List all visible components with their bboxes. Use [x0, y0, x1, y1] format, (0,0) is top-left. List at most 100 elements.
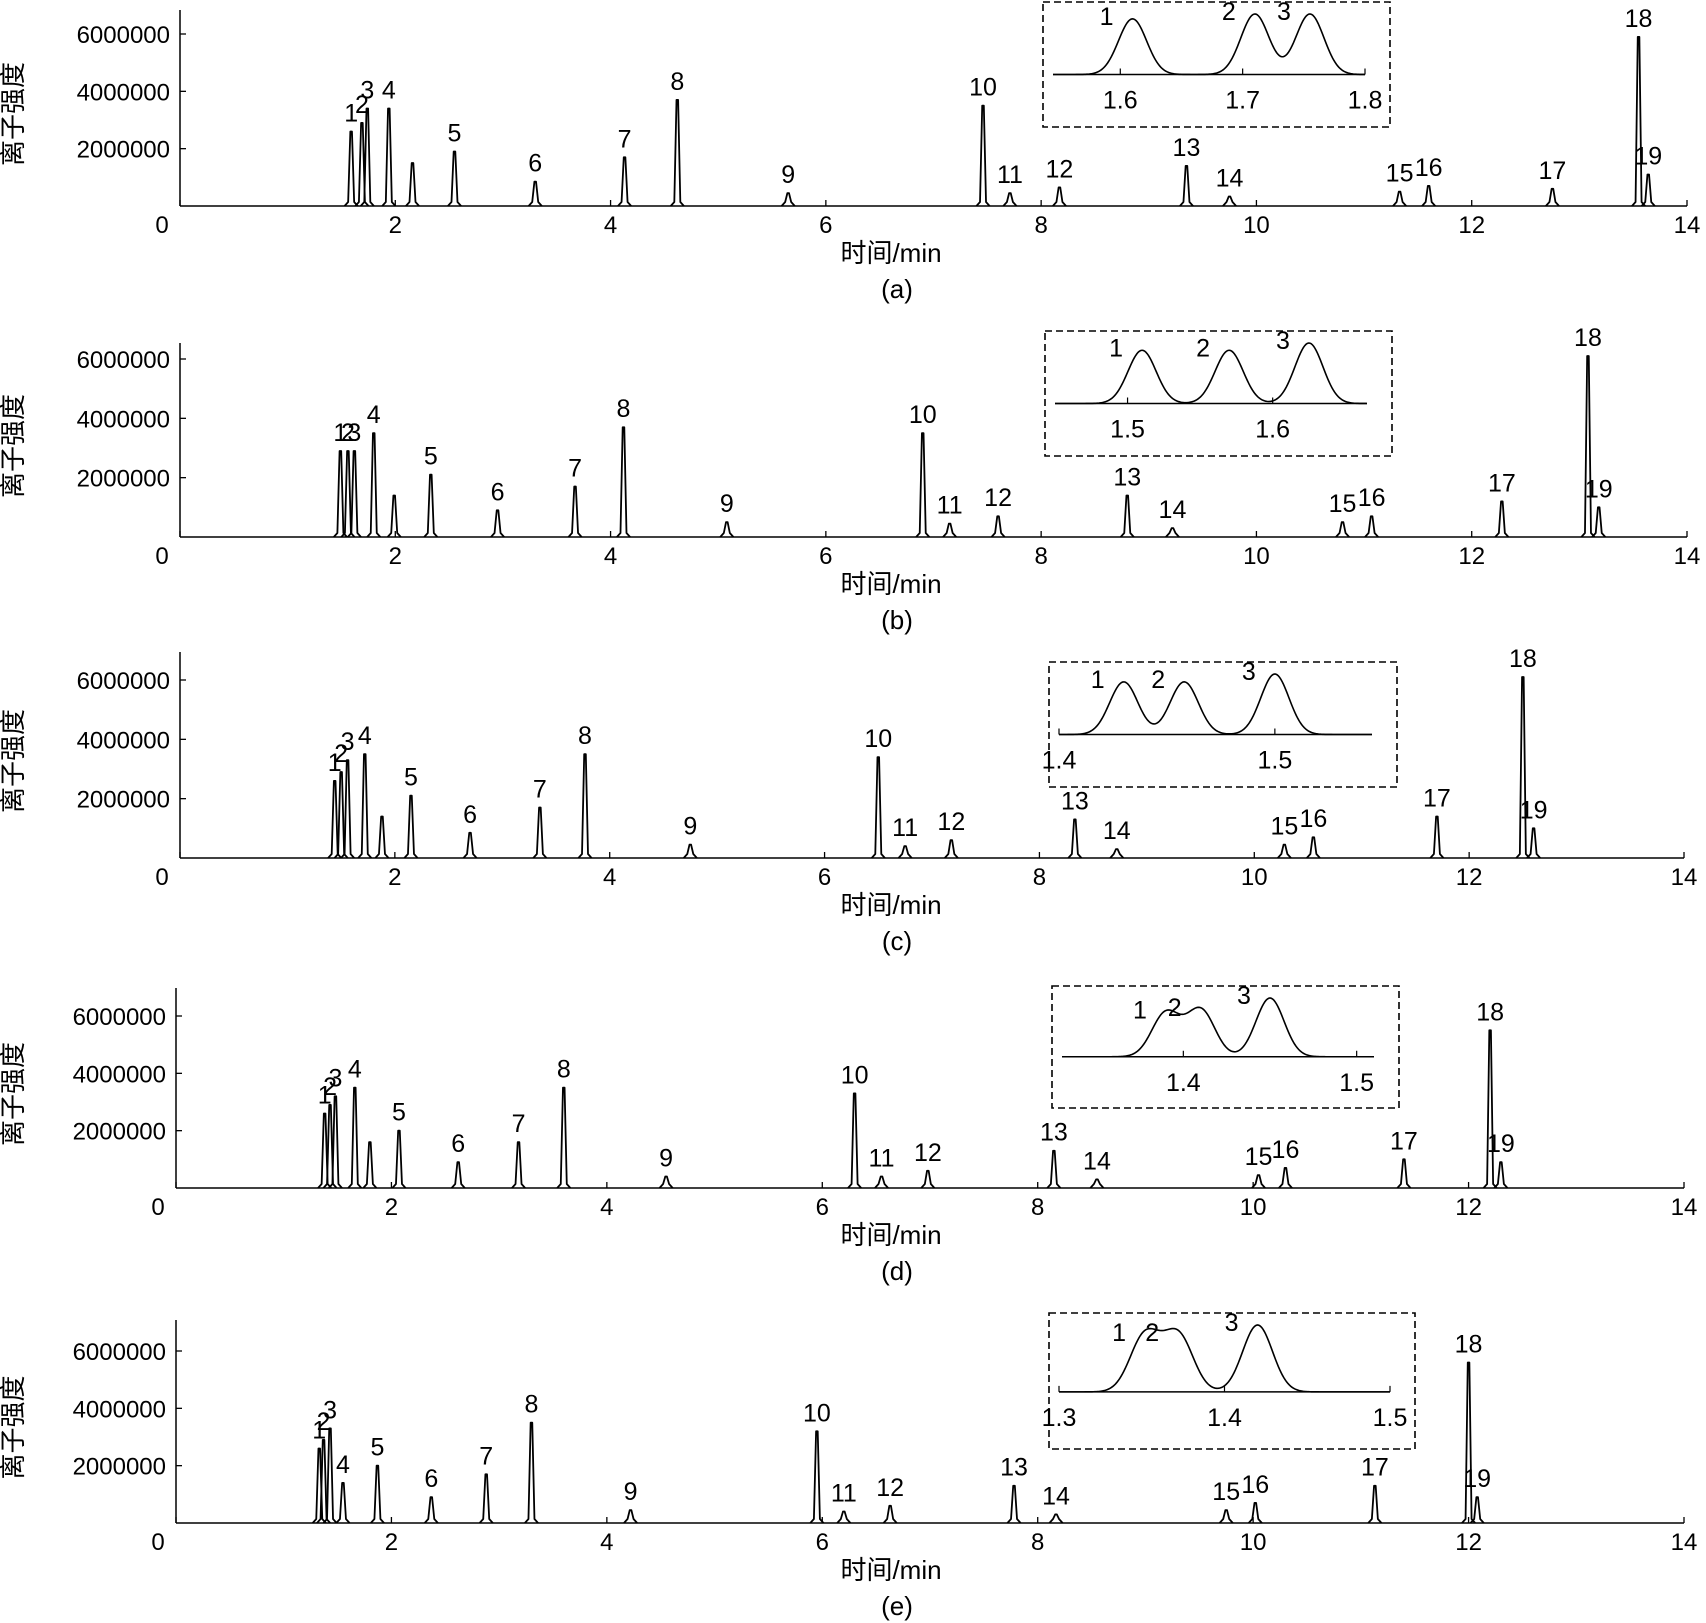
peak-label: 18	[1476, 998, 1504, 1026]
peak-label: 14	[1083, 1147, 1111, 1175]
peak-6	[462, 831, 478, 859]
x-tick-label: 8	[1031, 1194, 1044, 1221]
peak-18	[1461, 1361, 1476, 1524]
peak-label: 17	[1423, 784, 1451, 812]
inset-peak-label: 2	[1145, 1319, 1159, 1347]
peak-16	[1421, 185, 1436, 207]
peak-label: 11	[997, 161, 1023, 189]
x-tick-label: 6	[818, 864, 831, 891]
peak-15	[1218, 1509, 1234, 1524]
peak-4	[357, 753, 373, 859]
peak-1	[311, 1447, 327, 1524]
peak-label: 13	[1040, 1119, 1068, 1147]
peak-10	[975, 104, 991, 207]
peak-label: 5	[392, 1099, 406, 1127]
x-tick-label: 10	[1240, 1529, 1267, 1556]
peak-3	[360, 107, 375, 207]
peak-label: 14	[1159, 496, 1187, 524]
panel-label: (b)	[881, 605, 913, 635]
y-tick-label: 6000000	[73, 1339, 166, 1366]
peak-label: 7	[512, 1110, 526, 1138]
peak-14	[1109, 848, 1125, 859]
peak-label: 12	[876, 1474, 904, 1502]
inset-zoom: 1.4 1.51 2 3	[1051, 982, 1400, 1109]
inset-peak-label: 1	[1100, 3, 1114, 31]
inset-trace	[1062, 997, 1374, 1058]
peak-19	[1469, 1496, 1485, 1524]
peak-label: 12	[914, 1139, 942, 1167]
peak-6	[424, 1496, 439, 1524]
peak-label: 6	[451, 1130, 465, 1158]
peak-label: 5	[448, 120, 462, 148]
peak-15	[1335, 521, 1350, 538]
peak-14	[1222, 195, 1237, 207]
inset-tick-label: 1.4	[1207, 1404, 1242, 1432]
panel-label: (c)	[882, 926, 912, 956]
inset-tick-label: 1.6	[1103, 87, 1138, 115]
peak-label: 18	[1574, 324, 1602, 352]
y-tick-label: 4000000	[77, 406, 170, 433]
peak-4	[347, 1086, 363, 1189]
peak-label: 8	[578, 722, 592, 750]
peak-17	[1396, 1158, 1412, 1189]
panel-label: (e)	[881, 1591, 913, 1621]
peak-19	[1526, 827, 1541, 859]
inset-peak-label: 3	[1242, 658, 1256, 686]
inset-tick-label: 1.5	[1110, 416, 1145, 444]
x-tick-label: 14	[1671, 864, 1698, 891]
panel-label: (a)	[881, 274, 913, 304]
inset-tick-label: 1.7	[1225, 87, 1260, 115]
peak-13	[1046, 1149, 1062, 1189]
inset-peak-label: 3	[1277, 0, 1291, 26]
peak-unlabeled	[386, 494, 402, 538]
x-tick-label: 4	[604, 212, 617, 239]
panel-label: (d)	[881, 1256, 913, 1286]
peak-unlabeled	[405, 162, 420, 207]
peak-label: 7	[568, 455, 582, 483]
x-tick-label: 8	[1034, 543, 1047, 570]
peak-9	[683, 843, 698, 859]
x-tick-label: 12	[1455, 1194, 1482, 1221]
peak-10	[809, 1430, 825, 1524]
peak-label: 2	[317, 1408, 331, 1436]
peak-label: 11	[831, 1480, 857, 1508]
y-tick-label: 2000000	[73, 1119, 166, 1146]
peak-label: 11	[892, 814, 918, 842]
inset-zoom: 1.4 1.51 2 3	[1042, 658, 1398, 788]
x-tick-label: 4	[600, 1529, 613, 1556]
y-axis-label: 离子强度	[0, 1375, 28, 1479]
peak-19	[1493, 1161, 1509, 1189]
x-tick-label: 10	[1241, 864, 1268, 891]
peak-12	[944, 839, 959, 859]
peak-14	[1048, 1513, 1064, 1524]
peak-label: 3	[360, 77, 374, 105]
peak-5	[447, 150, 462, 207]
peak-label: 6	[491, 478, 505, 506]
peak-label: 13	[1061, 787, 1089, 815]
x-tick-label: 2	[389, 212, 402, 239]
peak-label: 1	[312, 1416, 326, 1444]
peak-label: 13	[1173, 134, 1201, 162]
peak-9	[780, 192, 796, 207]
peak-label: 15	[1245, 1143, 1273, 1171]
peak-label: 16	[1272, 1136, 1300, 1164]
x-tick-label: 12	[1458, 212, 1485, 239]
x-tick-label: 0	[155, 864, 168, 891]
peak-18	[1482, 1029, 1498, 1189]
peak-15	[1277, 843, 1292, 859]
peak-label: 2	[341, 419, 355, 447]
peak-8	[670, 99, 685, 207]
peak-7	[567, 485, 583, 538]
peak-1	[317, 1112, 332, 1189]
peak-12	[882, 1504, 898, 1524]
peak-4	[381, 107, 397, 207]
peak-14	[1089, 1178, 1105, 1189]
inset-peak-label: 1	[1091, 666, 1105, 694]
peak-label: 15	[1386, 160, 1414, 188]
peak-5	[391, 1129, 407, 1189]
peak-label: 19	[1634, 142, 1662, 170]
peak-7	[532, 806, 548, 859]
x-tick-label: 12	[1455, 1529, 1482, 1556]
peak-label: 7	[479, 1442, 493, 1470]
